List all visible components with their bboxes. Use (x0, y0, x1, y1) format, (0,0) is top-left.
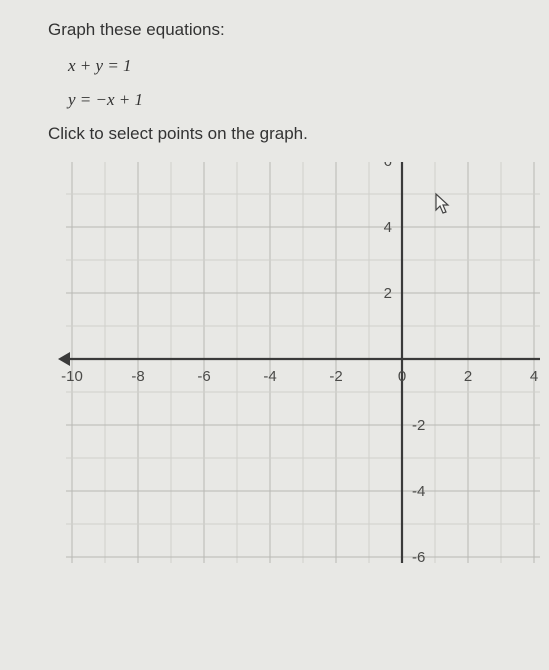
svg-text:-10: -10 (61, 368, 83, 385)
equation-2: y = −x + 1 (68, 90, 549, 110)
coordinate-graph[interactable]: -10-8-6-4-2024246810-2-4-6y (0, 162, 549, 642)
svg-text:4: 4 (384, 219, 392, 236)
svg-text:-6: -6 (197, 368, 210, 385)
svg-text:-2: -2 (329, 368, 342, 385)
svg-text:2: 2 (464, 368, 472, 385)
svg-text:-6: -6 (412, 549, 425, 566)
svg-text:-4: -4 (412, 483, 425, 500)
svg-text:6: 6 (384, 162, 392, 170)
svg-text:-2: -2 (412, 417, 425, 434)
svg-text:-4: -4 (263, 368, 276, 385)
svg-text:-8: -8 (131, 368, 144, 385)
svg-text:4: 4 (530, 368, 538, 385)
svg-text:0: 0 (398, 368, 406, 385)
svg-text:2: 2 (384, 285, 392, 302)
equation-1: x + y = 1 (68, 56, 549, 76)
problem-instruction: Click to select points on the graph. (48, 124, 549, 144)
problem-title: Graph these equations: (48, 20, 549, 40)
